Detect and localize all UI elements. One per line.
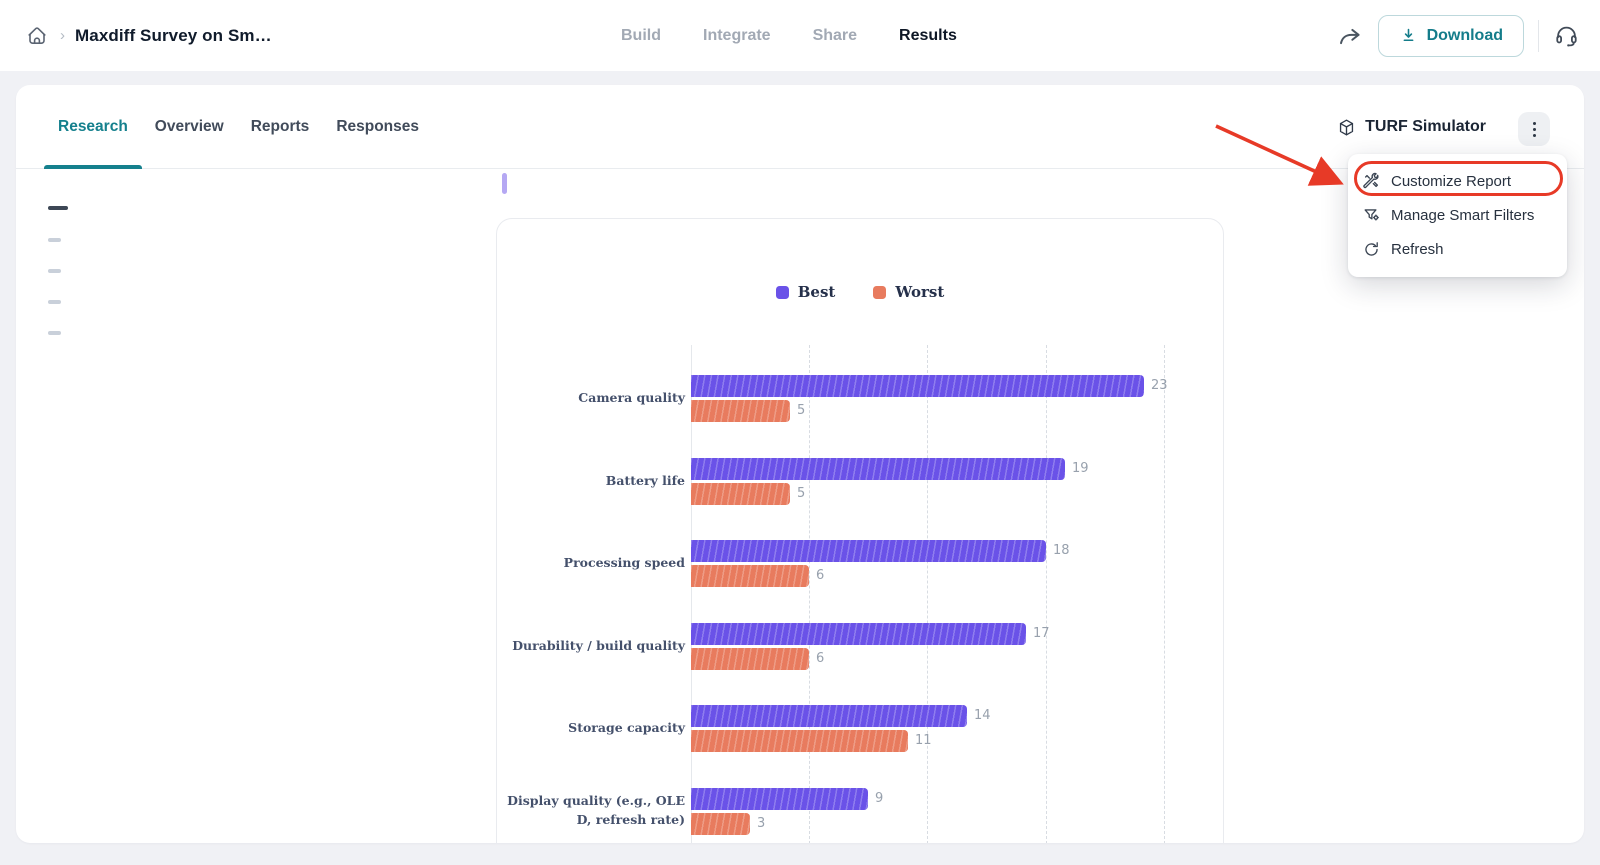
breadcrumb: › Maxdiff Survey on Sm… <box>24 0 272 71</box>
chart-row: Storage capacity 14 11 <box>497 705 1223 752</box>
category-label: Battery life <box>505 458 685 505</box>
refresh-icon <box>1362 240 1381 259</box>
chart-row: Durability / build quality 17 6 <box>497 623 1223 670</box>
report-options-kebab-button[interactable] <box>1518 112 1550 146</box>
tab-research[interactable]: Research <box>58 85 128 169</box>
bar-value-label: 3 <box>757 813 765 835</box>
bar-value-label: 6 <box>816 648 824 670</box>
app-window: › Maxdiff Survey on Sm… Build Integrate Sh… <box>0 0 1600 865</box>
breadcrumb-chevron-icon: › <box>60 27 65 44</box>
home-icon <box>25 24 49 48</box>
kebab-dot <box>1533 134 1536 137</box>
top-nav-item-share[interactable]: Share <box>813 27 857 45</box>
menu-item-label: Manage Smart Filters <box>1391 207 1534 224</box>
skeleton-list-item <box>48 206 68 210</box>
chart-row: Battery life 19 5 <box>497 458 1223 505</box>
bar-worst[interactable] <box>691 730 908 752</box>
bar-value-label: 17 <box>1033 623 1050 645</box>
category-label: Display quality (e.g., OLED, refresh rat… <box>505 788 685 835</box>
bar-best[interactable] <box>691 375 1144 397</box>
bar-value-label: 5 <box>797 483 805 505</box>
cube-icon <box>1337 118 1356 137</box>
report-tabs: Research Overview Reports Responses <box>58 85 419 169</box>
category-label: Camera quality <box>505 375 685 422</box>
legend-swatch-worst <box>873 286 886 299</box>
chart-row: Camera quality 23 5 <box>497 375 1223 422</box>
bar-value-label: 14 <box>974 705 991 727</box>
main-panel: Research Overview Reports Responses TURF Si… <box>16 85 1584 843</box>
download-button[interactable]: Download <box>1378 15 1524 57</box>
bar-value-label: 18 <box>1053 540 1070 562</box>
tabs-row: Research Overview Reports Responses TURF Si… <box>16 85 1584 169</box>
scroll-indicator[interactable] <box>502 173 507 194</box>
menu-item-label: Customize Report <box>1391 173 1511 190</box>
home-button[interactable] <box>24 23 50 49</box>
bar-worst[interactable] <box>691 648 809 670</box>
legend-swatch-best <box>776 286 789 299</box>
bar-worst[interactable] <box>691 400 790 422</box>
download-button-label: Download <box>1427 27 1503 45</box>
top-nav: Build Integrate Share Results <box>621 0 957 71</box>
menu-item-label: Refresh <box>1391 241 1444 258</box>
smart-filter-icon <box>1362 206 1381 225</box>
skeleton-list-item <box>48 331 61 335</box>
menu-item-refresh[interactable]: Refresh <box>1348 232 1567 266</box>
bar-best[interactable] <box>691 540 1046 562</box>
bar-worst[interactable] <box>691 483 790 505</box>
topbar-actions: Download <box>1336 0 1580 71</box>
category-label: Durability / build quality <box>505 623 685 670</box>
bar-value-label: 6 <box>816 565 824 587</box>
category-label: Processing speed <box>505 540 685 587</box>
bar-value-label: 5 <box>797 400 805 422</box>
bar-best[interactable] <box>691 623 1026 645</box>
chart-row: Processing speed 18 6 <box>497 540 1223 587</box>
chart-row: Display quality (e.g., OLED, refresh rat… <box>497 788 1223 835</box>
top-nav-item-results[interactable]: Results <box>899 27 957 45</box>
bar-worst[interactable] <box>691 813 750 835</box>
turf-simulator-label: TURF Simulator <box>1365 118 1486 136</box>
legend-label: Best <box>798 283 836 301</box>
chart-legend: Best Worst <box>497 283 1223 301</box>
bar-worst[interactable] <box>691 565 809 587</box>
bar-value-label: 9 <box>875 788 883 810</box>
bar-value-label: 11 <box>915 730 932 752</box>
tools-icon <box>1362 172 1381 191</box>
kebab-dot <box>1533 128 1536 131</box>
maxdiff-chart-card: Best Worst Camera quality 23 5 Battery life 1… <box>496 218 1224 843</box>
legend-label: Worst <box>895 283 944 301</box>
share-forward-icon <box>1336 22 1364 50</box>
download-icon <box>1399 26 1418 45</box>
category-label: Storage capacity <box>505 705 685 752</box>
skeleton-list-item <box>48 300 61 304</box>
top-nav-item-integrate[interactable]: Integrate <box>703 27 771 45</box>
top-nav-item-build[interactable]: Build <box>621 27 661 45</box>
headset-icon <box>1553 22 1580 49</box>
tab-overview[interactable]: Overview <box>155 85 224 169</box>
bar-value-label: 19 <box>1072 458 1089 480</box>
share-forward-button[interactable] <box>1336 22 1364 50</box>
top-bar: › Maxdiff Survey on Sm… Build Integrate Sh… <box>0 0 1600 71</box>
bar-value-label: 23 <box>1151 375 1168 397</box>
report-options-menu: Customize Report Manage Smart Filters Refr… <box>1348 154 1567 277</box>
bar-best[interactable] <box>691 458 1065 480</box>
page-title: Maxdiff Survey on Sm… <box>75 26 272 46</box>
legend-item-worst[interactable]: Worst <box>873 283 944 301</box>
bar-best[interactable] <box>691 705 967 727</box>
kebab-dot <box>1533 122 1536 125</box>
legend-item-best[interactable]: Best <box>776 283 836 301</box>
menu-item-manage-smart-filters[interactable]: Manage Smart Filters <box>1348 198 1567 232</box>
skeleton-list-item <box>48 269 61 273</box>
tab-reports[interactable]: Reports <box>251 85 310 169</box>
support-button[interactable] <box>1553 22 1580 49</box>
skeleton-list-item <box>48 238 61 242</box>
tab-responses[interactable]: Responses <box>336 85 419 169</box>
menu-item-customize-report[interactable]: Customize Report <box>1348 164 1567 198</box>
topbar-divider <box>1538 20 1539 52</box>
bar-best[interactable] <box>691 788 868 810</box>
